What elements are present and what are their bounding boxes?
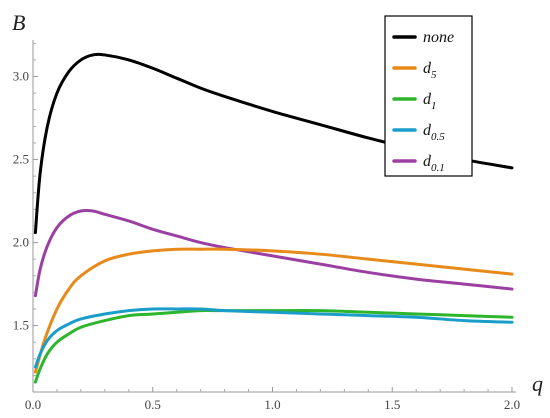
series-line-none: [33, 52, 514, 235]
x-tick-label: 1.5: [384, 397, 400, 412]
y-ticks: 1.5 2.0 2.5 3.0: [13, 42, 38, 376]
series-line-d0-1: [33, 209, 514, 298]
legend-box: [384, 15, 473, 177]
y-axis-label: B: [12, 10, 25, 35]
x-tick-label: 2.0: [504, 397, 520, 412]
legend-entry-main: d: [423, 91, 432, 108]
y-tick-label: 2.0: [13, 235, 29, 250]
legend-entry-main: d: [423, 153, 432, 170]
series-layer: [33, 52, 514, 384]
legend-entry-main: d: [423, 60, 432, 77]
legend-entry-subscript: 0.1: [431, 162, 445, 174]
y-tick-label: 3.0: [13, 69, 29, 84]
legend-entry: none: [423, 29, 454, 46]
x-ticks: 0.0 0.5 1.0 1.5 2.0: [25, 387, 520, 412]
legend-entry: d0.1: [423, 153, 445, 174]
series-line-d5: [33, 247, 514, 374]
x-tick-label: 1.0: [264, 397, 280, 412]
legend-entry-main: none: [423, 29, 454, 46]
axes: 0.0 0.5 1.0 1.5 2.0 1.5 2.0 2.5 3.0: [13, 40, 520, 412]
legend-entry-subscript: 0.5: [431, 131, 445, 143]
y-tick-label: 2.5: [13, 152, 29, 167]
series-line-d1: [33, 309, 514, 384]
legend-entry: d0.5: [423, 122, 445, 143]
x-tick-label: 0.5: [145, 397, 161, 412]
legend-entry-main: d: [423, 122, 432, 139]
legend-entry-subscript: 5: [431, 69, 437, 81]
x-tick-label: 0.0: [25, 397, 41, 412]
y-tick-label: 1.5: [13, 318, 29, 333]
legend-entry: d5: [423, 60, 437, 81]
legend-entry: d1: [423, 91, 437, 112]
x-axis-label: q: [532, 371, 543, 396]
series-line-d0-5: [33, 307, 514, 369]
legend-entry-subscript: 1: [431, 100, 437, 112]
